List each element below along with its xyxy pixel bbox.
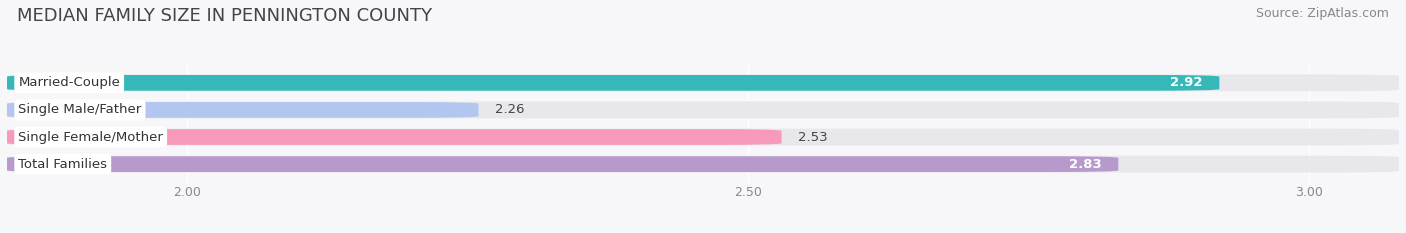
Text: Married-Couple: Married-Couple (18, 76, 120, 89)
Text: 2.92: 2.92 (1170, 76, 1202, 89)
FancyBboxPatch shape (7, 102, 478, 118)
Text: 2.53: 2.53 (799, 130, 828, 144)
Text: Single Female/Mother: Single Female/Mother (18, 130, 163, 144)
FancyBboxPatch shape (7, 75, 1219, 91)
Text: Source: ZipAtlas.com: Source: ZipAtlas.com (1256, 7, 1389, 20)
Text: Single Male/Father: Single Male/Father (18, 103, 142, 116)
Text: 2.26: 2.26 (495, 103, 524, 116)
Text: Total Families: Total Families (18, 158, 107, 171)
FancyBboxPatch shape (7, 156, 1118, 172)
FancyBboxPatch shape (7, 156, 1399, 172)
FancyBboxPatch shape (7, 129, 1399, 145)
Text: 2.83: 2.83 (1069, 158, 1101, 171)
Text: MEDIAN FAMILY SIZE IN PENNINGTON COUNTY: MEDIAN FAMILY SIZE IN PENNINGTON COUNTY (17, 7, 432, 25)
FancyBboxPatch shape (7, 129, 782, 145)
FancyBboxPatch shape (7, 102, 1399, 118)
FancyBboxPatch shape (7, 75, 1399, 91)
